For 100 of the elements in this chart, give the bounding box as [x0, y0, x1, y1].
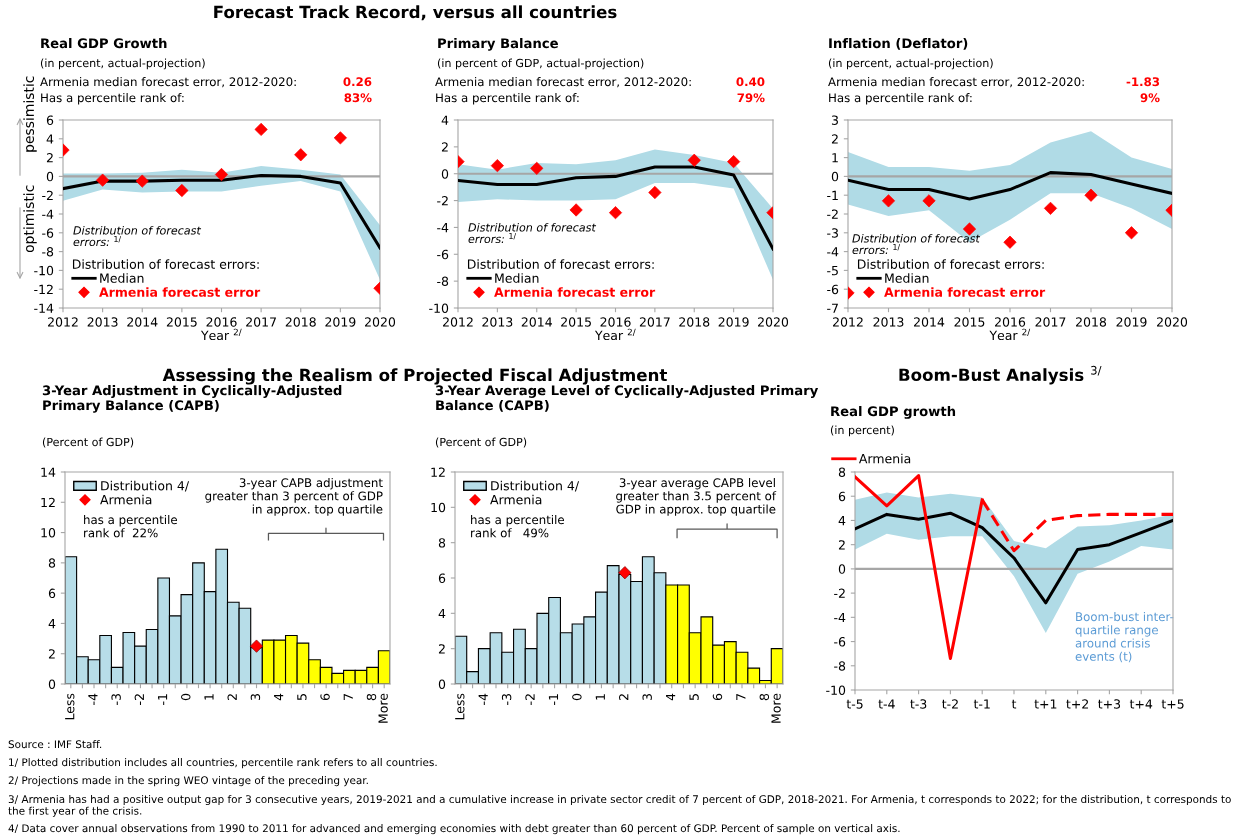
text: Has a percentile rank of:: [41, 93, 184, 105]
point: [1043, 201, 1058, 215]
y-tick-label: 2: [46, 153, 53, 163]
y-tick-label: 2: [441, 142, 448, 152]
x-tick-label: -4: [478, 693, 488, 705]
x-tick-label: t-2: [942, 699, 958, 709]
legend-label: Armenia forecast error: [494, 287, 656, 297]
y-tick-label: 4: [46, 134, 54, 144]
legend-label: Armenia: [858, 453, 911, 464]
x-tick-label: 2020: [758, 317, 789, 327]
legend-label: Median: [100, 273, 144, 283]
x-axis-title: Year $^{2/}$: [200, 328, 242, 341]
x-tick-label: 6: [320, 693, 330, 701]
text: Forecast Track Record, versus all countries: [214, 5, 617, 21]
x-tick-label: 2013: [87, 317, 118, 327]
text: Armenia median forecast error, 2012-2020:: [40, 77, 296, 88]
text: optimistic: [23, 185, 37, 253]
x-tick-label: 2014: [127, 317, 158, 327]
x-tick-label: 2015: [166, 317, 197, 327]
chart-title: Primary Balance: [438, 37, 558, 51]
chart-title: Real GDP growth: [831, 405, 956, 419]
text: 4/ Data cover annual observations from 1990 to 2011 for advanced and emerging economies with debt greater than 60 percent of GDP. Percent of sample on vertical axis.: [8, 824, 900, 835]
text: Armenia median forecast error, 2012-2020:: [435, 77, 691, 88]
y-tick-label: -10: [826, 685, 846, 695]
x-tick-label: 2014: [914, 317, 945, 327]
y-tick-label: 6: [838, 491, 846, 502]
text: Assessing the Realism of Projected Fiscal Adjustment: [162, 368, 668, 385]
x-tick-label: 2015: [954, 317, 985, 327]
x-tick-label: Less: [65, 693, 75, 720]
y-tick-label: -6: [42, 228, 54, 238]
y-tick-label: 4: [438, 608, 446, 619]
chart-title: Inflation (Deflator): [829, 37, 968, 50]
x-tick-label: 0: [572, 693, 582, 701]
text: Boom-Bust Analysis $^{3/}$: [899, 365, 1102, 385]
y-tick-label: 14: [41, 467, 56, 477]
legend-label: Armenia forecast error: [99, 287, 261, 297]
x-tick-label: 6: [712, 693, 723, 701]
y-tick-label: 6: [46, 115, 54, 125]
x-tick-label: -3: [501, 694, 512, 705]
y-tick-label: 1: [832, 153, 838, 163]
x-tick-label: -4: [88, 693, 98, 705]
y-tick-label: 4: [838, 516, 846, 526]
legend-title: Distribution of forecast errors:: [467, 259, 654, 269]
y-tick-label: -2: [827, 209, 838, 219]
text: 9%: [1140, 93, 1160, 103]
y-tick-label: -4: [42, 209, 54, 219]
x-tick-label: 2012: [48, 317, 78, 327]
text: 1/ Plotted distribution includes all countries, percentile rank refers to all countries.: [9, 758, 437, 769]
y-tick-label: 12: [431, 467, 445, 477]
y-tick-label: -2: [42, 190, 53, 200]
y-tick-label: -12: [34, 284, 53, 294]
x-tick-label: 1: [204, 694, 214, 700]
legend-title: Distribution of forecast errors:: [72, 259, 259, 269]
x-tick-label: -1: [158, 694, 168, 705]
x-tick-label: -2: [134, 694, 144, 705]
x-tick-label: 2019: [1116, 317, 1147, 327]
y-tick-label: -5: [827, 266, 838, 276]
x-tick-label: 1: [595, 694, 605, 700]
x-tick-label: 8: [366, 693, 377, 701]
legend-label: Median: [885, 273, 929, 283]
text: 83%: [344, 93, 372, 103]
y-tick-label: 6: [438, 573, 446, 583]
legend-label: Armenia forecast error: [884, 287, 1046, 297]
annotation: Distribution of forecast errors: $^{1/}$: [73, 226, 202, 247]
y-tick-label: 10: [41, 528, 56, 538]
x-tick-label: t+2: [1066, 699, 1089, 709]
x-tick-label: 2018: [679, 317, 710, 327]
x-tick-label: 3: [642, 694, 652, 701]
x-tick-label: 4: [274, 693, 284, 701]
x-tick-label: -3: [111, 694, 121, 705]
y-tick-label: 3: [831, 115, 838, 125]
text: 3/ Armenia has had a positive output gap for 3 consecutive years, 2019-2021 and a cumulative increase in private sector credit of 7 percent of GDP, 2018-2021. For Armenia, t corresponds to 2022; for the distribution, t corresponds to the first year of the crisis.: [8, 795, 1231, 817]
x-tick-label: t+1: [1034, 699, 1057, 709]
source-note: Source : IMF Staff.: [8, 740, 102, 749]
annotation: 3-year average CAPB level greater than 3.5 percent of GDP in approx. top quartile: [616, 478, 777, 516]
y-tick-label: 2: [438, 644, 445, 654]
text: 0.40: [736, 77, 765, 87]
x-tick-label: 3: [250, 694, 261, 701]
x-tick-label: 2018: [1076, 317, 1107, 327]
y-tick-label: -10: [429, 303, 449, 313]
y-tick-label: 2: [838, 540, 845, 550]
y-tick-label: -14: [34, 303, 54, 313]
y-tick-label: -6: [827, 284, 839, 295]
x-tick-label: 4: [666, 693, 676, 701]
y-tick-label: 0: [48, 679, 56, 689]
x-tick-label: 7: [736, 694, 746, 700]
x-tick-label: 7: [343, 694, 353, 700]
y-tick-label: 4: [441, 115, 449, 125]
point: [1084, 188, 1098, 202]
x-tick-label: 2016: [995, 317, 1026, 327]
x-axis-title: Year $^{2/}$: [989, 328, 1031, 341]
x-tick-label: 2015: [561, 317, 591, 327]
x-tick-label: 2020: [1157, 317, 1188, 327]
y-tick-label: 8: [438, 538, 446, 548]
y-tick-label: 2: [48, 649, 55, 659]
annotation: has a percentile rank of 22%: [84, 515, 178, 538]
y-tick-label: 10: [431, 502, 446, 513]
chart-subtitle: (in percent, actual-projection): [40, 58, 205, 70]
legend-label: Distribution 4/: [491, 480, 580, 492]
chart-title: Real GDP Growth: [41, 37, 167, 49]
